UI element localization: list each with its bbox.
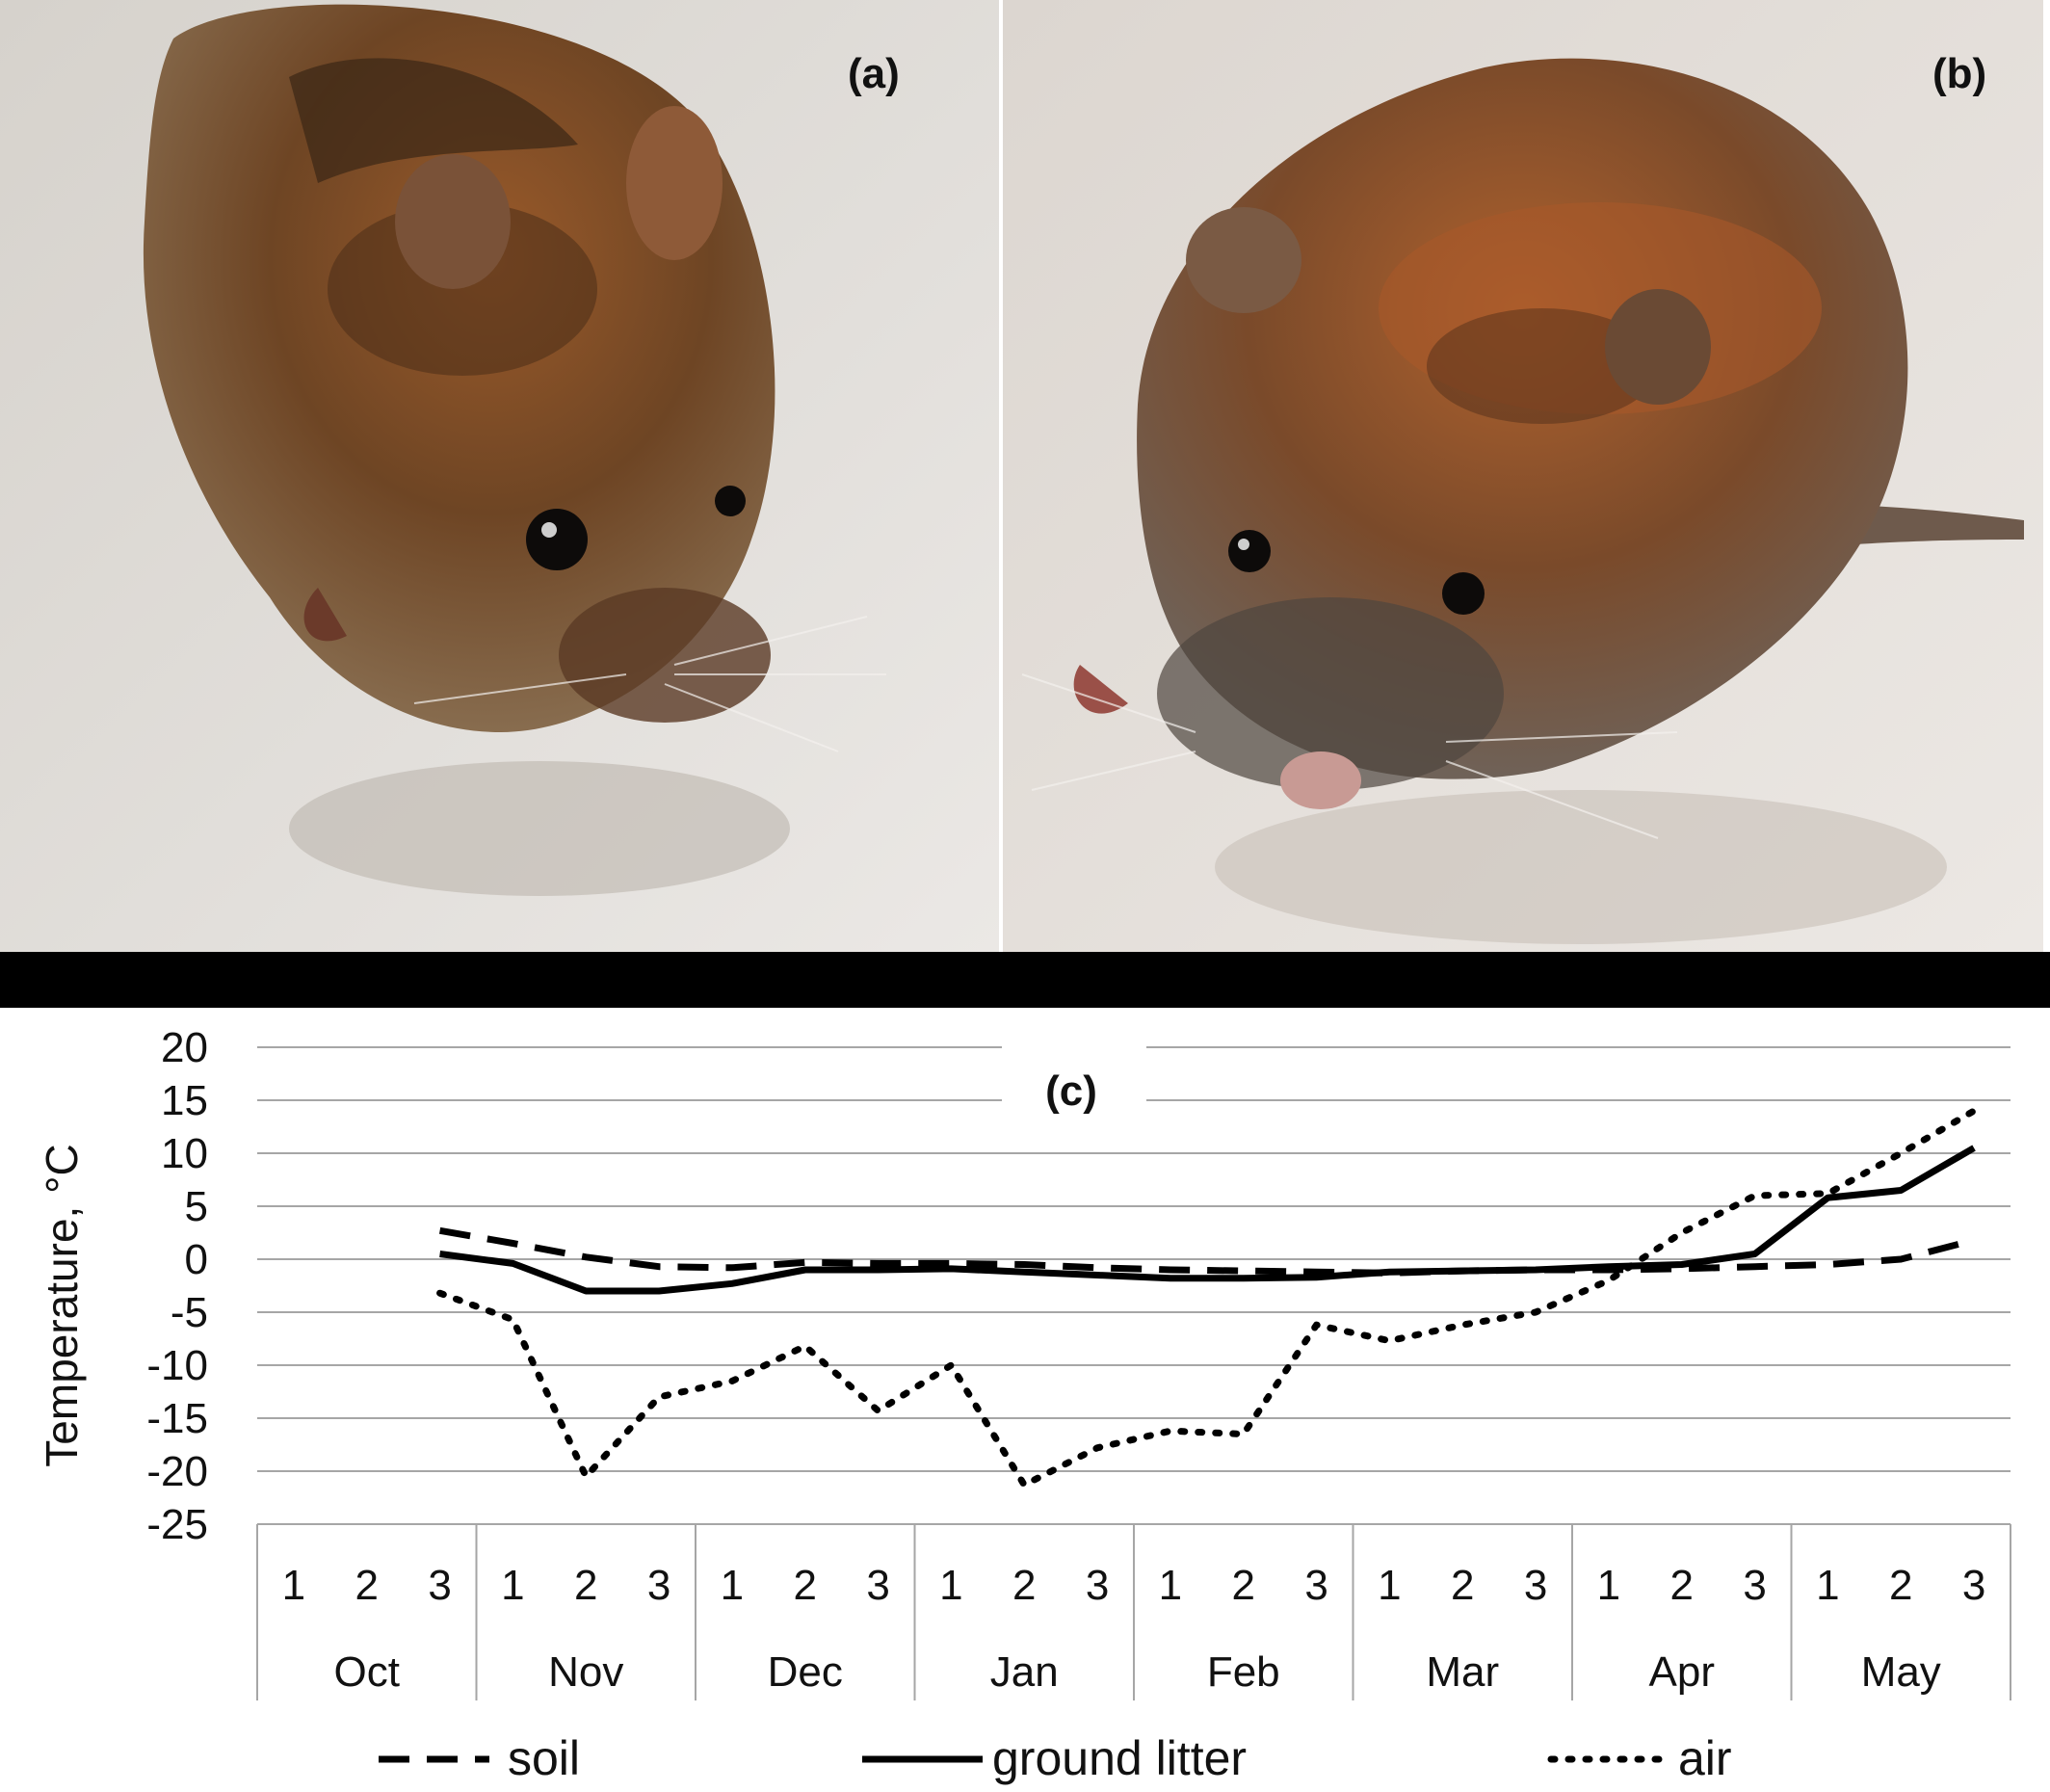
- decade-tick-label: 3: [1524, 1562, 1547, 1609]
- decade-tick-label: 3: [647, 1562, 670, 1609]
- decade-tick-label: 3: [866, 1562, 889, 1609]
- y-tick-label: -20: [146, 1448, 208, 1495]
- decade-tick-label: 1: [501, 1562, 524, 1609]
- decade-tick-label: 3: [1086, 1562, 1109, 1609]
- series-line-ground-litter: [439, 1145, 1976, 1295]
- decade-tick-label: 3: [428, 1562, 451, 1609]
- y-tick-label: -15: [146, 1395, 208, 1442]
- month-label: Apr: [1649, 1648, 1715, 1696]
- decade-tick-label: 2: [1451, 1562, 1474, 1609]
- month-label: Oct: [334, 1648, 400, 1696]
- decade-tick-label: 2: [574, 1562, 597, 1609]
- vole-photo-b: [1003, 0, 2043, 952]
- decade-tick-label: 2: [1889, 1562, 1912, 1609]
- month-label: Dec: [768, 1648, 843, 1696]
- title-background: [1002, 1041, 1146, 1127]
- chart-title: (c): [1045, 1067, 1097, 1115]
- photo-panel-a: (a): [0, 0, 999, 952]
- y-tick-label: 5: [185, 1183, 208, 1230]
- panel-label-b: (b): [1932, 50, 1987, 97]
- month-label: Feb: [1207, 1648, 1280, 1696]
- decade-tick-label: 1: [1159, 1562, 1182, 1609]
- vole-photo-a: [0, 0, 999, 952]
- y-tick-label: 0: [185, 1236, 208, 1283]
- y-axis-ticks: 20 15 10 5 0 -5 -10 -15 -20 -25: [146, 1024, 208, 1548]
- decade-tick-label: 3: [1962, 1562, 1985, 1609]
- decade-tick-label: 2: [1012, 1562, 1036, 1609]
- month-label: Jan: [990, 1648, 1059, 1696]
- chart-legend: soil ground litter air: [379, 1731, 1732, 1785]
- decade-tick-label: 1: [1378, 1562, 1401, 1609]
- decade-tick-label: 2: [1232, 1562, 1255, 1609]
- y-tick-label: 20: [161, 1024, 208, 1071]
- y-tick-label: -25: [146, 1501, 208, 1548]
- y-tick-label: -5: [171, 1289, 208, 1336]
- decade-tick-label: 1: [721, 1562, 744, 1609]
- y-axis-label: Temperature, °C: [37, 1144, 87, 1466]
- legend-label: soil: [508, 1731, 580, 1785]
- decade-tick-label: 2: [355, 1562, 379, 1609]
- decade-tick-label: 1: [282, 1562, 305, 1609]
- month-label: May: [1861, 1648, 1941, 1696]
- decade-tick-label: 3: [1304, 1562, 1327, 1609]
- legend-label: ground litter: [992, 1731, 1247, 1785]
- series-line-soil: [438, 1226, 1975, 1277]
- panel-label-a: (a): [848, 50, 900, 97]
- separator-band: [0, 952, 2050, 1008]
- photo-panel-b: (b): [1003, 0, 2043, 952]
- decade-tick-label: 1: [1597, 1562, 1620, 1609]
- legend-label: air: [1678, 1731, 1732, 1785]
- decade-tick-label: 3: [1743, 1562, 1766, 1609]
- y-tick-label: 15: [161, 1077, 208, 1124]
- decade-tick-label: 1: [939, 1562, 962, 1609]
- y-tick-label: -10: [146, 1342, 208, 1389]
- month-label: Nov: [548, 1648, 623, 1696]
- series-line-air: [436, 1107, 1978, 1489]
- month-label: Mar: [1426, 1648, 1499, 1696]
- decade-tick-label: 2: [794, 1562, 817, 1609]
- decade-tick-label: 1: [1816, 1562, 1839, 1609]
- decade-tick-label: 2: [1670, 1562, 1694, 1609]
- chart-gridlines: [257, 1046, 2011, 1525]
- y-tick-label: 10: [161, 1130, 208, 1177]
- chart-series: [436, 1107, 1978, 1489]
